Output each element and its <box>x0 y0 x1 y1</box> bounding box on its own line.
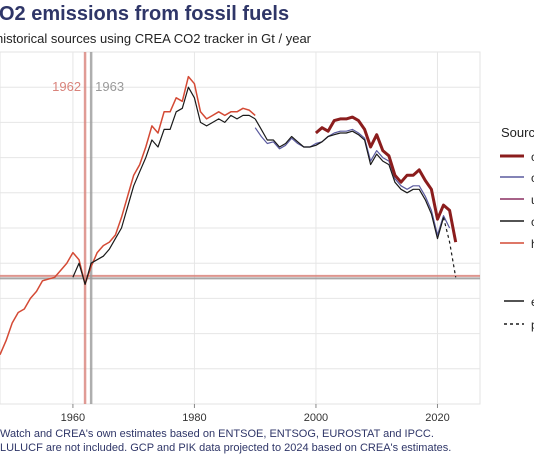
reference-lines: 1962 1963 <box>0 52 480 404</box>
chart-title: O2 emissions from fossil fuels <box>0 3 290 25</box>
series-line <box>254 118 445 240</box>
legend-label-1: c <box>531 150 534 164</box>
line-style-legend: e p <box>504 295 534 332</box>
series-layer <box>0 75 458 355</box>
x-tick-label: 1980 <box>182 412 206 424</box>
series-line <box>314 115 458 243</box>
legend-label-2: c <box>531 171 534 185</box>
legend-title: Sourc <box>501 125 534 140</box>
chart-subtitle: historical sources using CREA CO2 tracke… <box>0 31 312 46</box>
series-line <box>442 217 457 278</box>
x-tick-label: 2000 <box>304 412 328 424</box>
legend-label-4: c <box>531 215 534 229</box>
legend-dashed-label: p <box>531 318 534 332</box>
series-line <box>254 127 451 236</box>
caption-line-2: LULUCF are not included. GCP and PIK dat… <box>0 442 452 454</box>
gridlines <box>0 52 480 404</box>
series-line <box>72 86 256 285</box>
legend-items: c c u c h <box>500 150 534 251</box>
year-marker-label: 1962 <box>52 79 81 94</box>
caption-line-1: Watch and CREA's own estimates based on … <box>0 428 434 440</box>
series-line <box>0 75 256 355</box>
legend-solid-label: e <box>531 295 534 309</box>
legend-label-5: h <box>531 237 534 251</box>
year-marker-label: 1963 <box>95 79 124 94</box>
x-tick-label: 2020 <box>425 412 449 424</box>
x-tick-label: 1960 <box>61 412 85 424</box>
legend-label-3: u <box>531 193 534 207</box>
chart-caption: Watch and CREA's own estimates based on … <box>0 427 534 455</box>
x-axis: 1960 1980 2000 2020 <box>61 404 450 424</box>
